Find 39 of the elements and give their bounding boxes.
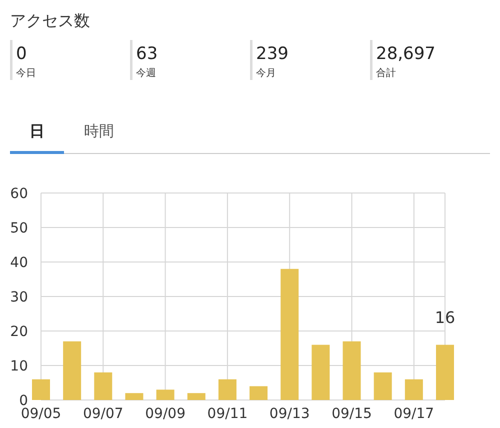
bar bbox=[94, 372, 112, 400]
y-tick-label: 30 bbox=[10, 289, 28, 306]
text: 28,697 bbox=[376, 44, 436, 64]
bar bbox=[32, 379, 50, 400]
bar bbox=[218, 379, 236, 400]
y-tick-label: 60 bbox=[10, 186, 28, 202]
y-tick-label: 50 bbox=[10, 220, 28, 236]
text: 今月 bbox=[256, 67, 276, 79]
y-tick-label: 40 bbox=[10, 254, 28, 271]
text: 時間 bbox=[84, 122, 114, 140]
bar bbox=[125, 393, 144, 400]
x-tick-label: 09/05 bbox=[20, 406, 62, 422]
bar bbox=[280, 268, 299, 400]
bar bbox=[156, 390, 174, 400]
x-tick-label: 09/17 bbox=[394, 406, 434, 422]
y-tick-label: 0 bbox=[19, 392, 28, 409]
y-tick-label: 20 bbox=[10, 324, 28, 340]
x-tick-label: 09/15 bbox=[332, 406, 372, 422]
y-tick-label: 10 bbox=[10, 358, 28, 374]
text: 239 bbox=[256, 44, 288, 64]
x-tick-label: 09/11 bbox=[207, 406, 248, 422]
bar bbox=[342, 341, 361, 400]
x-tick-label: 09/09 bbox=[145, 406, 186, 422]
bar bbox=[63, 341, 82, 400]
text: 合計 bbox=[376, 67, 396, 79]
x-tick-label: 09/07 bbox=[82, 406, 124, 422]
bar bbox=[187, 393, 206, 400]
text: 今週 bbox=[136, 67, 156, 79]
text: 63 bbox=[136, 44, 158, 64]
bar bbox=[250, 386, 268, 400]
x-tick-label: 09/13 bbox=[269, 406, 310, 422]
text: 今日 bbox=[16, 67, 36, 79]
bar bbox=[374, 372, 392, 400]
bar bbox=[404, 379, 423, 400]
bar bbox=[436, 344, 454, 400]
text: 日 bbox=[30, 122, 44, 140]
bar bbox=[312, 344, 330, 400]
data-label: 16 bbox=[434, 308, 456, 327]
chart-title: アクセス数 bbox=[10, 11, 90, 30]
